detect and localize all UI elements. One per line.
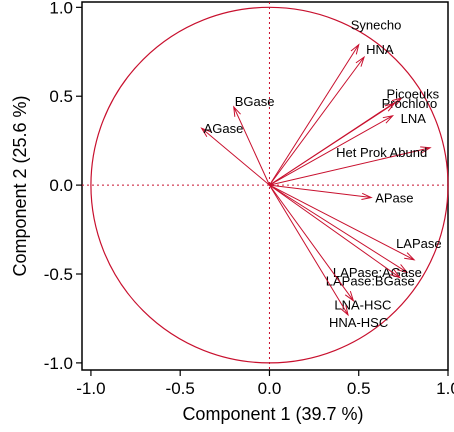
vector-lna: LNA xyxy=(269,111,427,186)
vector-label: Synecho xyxy=(351,18,402,33)
y-axis: -1.0 -0.5 0.0 0.5 1.0 xyxy=(44,0,82,373)
vector-arrowhead xyxy=(391,97,403,107)
vector-line xyxy=(269,115,393,186)
vector-label: HNA xyxy=(366,42,394,57)
vector-picoeuks: Picoeuks xyxy=(269,86,440,186)
vector-arrowhead xyxy=(420,146,432,154)
vector-line xyxy=(269,102,395,186)
vector-line xyxy=(269,56,365,186)
vector-agase: AGase xyxy=(200,121,270,186)
vector-line xyxy=(201,127,270,186)
vector-arrowhead xyxy=(361,192,373,201)
vector-hna-hsc: HNA-HSC xyxy=(269,184,388,330)
vector-lapase: LAPase xyxy=(269,184,442,261)
y-tick-label: 1.0 xyxy=(49,0,73,17)
vector-line xyxy=(269,184,349,316)
vector-label: LNA-HSC xyxy=(334,298,391,313)
vector-label: BGase xyxy=(235,94,275,109)
vector-arrowhead xyxy=(350,43,360,55)
vector-label: Het Prok Abund xyxy=(336,145,427,160)
x-axis: -1.0 -0.5 0.0 0.5 1.0 xyxy=(76,370,454,398)
vector-hna: HNA xyxy=(269,42,394,186)
vector-arrowhead xyxy=(200,127,212,137)
vector-arrowhead xyxy=(404,252,416,261)
vector-lapase-bgase: LAPase:BGase xyxy=(269,184,415,289)
vector-line xyxy=(269,184,401,278)
vector-label: APase xyxy=(375,191,413,206)
vector-line xyxy=(269,184,372,199)
vector-arrowhead xyxy=(340,305,349,317)
vector-arrowhead xyxy=(355,55,366,67)
vector-label: Prochloro xyxy=(382,96,438,111)
vector-label: HNA-HSC xyxy=(329,315,388,330)
y-tick-label: -0.5 xyxy=(44,265,73,284)
y-axis-title: Component 2 (25.6 %) xyxy=(10,95,30,276)
y-tick-label: 0.5 xyxy=(49,87,73,106)
vector-arrowhead xyxy=(390,269,402,279)
x-tick-label: 0.5 xyxy=(347,379,371,398)
vector-apase: APase xyxy=(269,184,414,206)
vector-line xyxy=(269,184,408,273)
vector-prochloro: Prochloro xyxy=(269,96,438,186)
vector-label: AGase xyxy=(204,121,244,136)
vector-label: LNA xyxy=(401,111,427,126)
vector-het-prok-abund: Het Prok Abund xyxy=(269,145,432,186)
y-tick-label: 0.0 xyxy=(49,176,73,195)
x-tick-label: -0.5 xyxy=(166,379,195,398)
x-tick-label: -1.0 xyxy=(76,379,105,398)
vector-bgase: BGase xyxy=(233,94,275,186)
vector-arrowhead xyxy=(384,102,396,112)
vector-lna-hsc: LNA-HSC xyxy=(269,184,391,313)
vector-line xyxy=(233,106,270,186)
vector-label: Picoeuks xyxy=(386,86,439,101)
vector-line xyxy=(269,147,431,186)
vector-label: LAPase:BGase xyxy=(326,274,415,289)
x-tick-label: 1.0 xyxy=(436,379,454,398)
x-axis-title: Component 1 (39.7 %) xyxy=(182,404,363,424)
vector-arrowhead xyxy=(233,105,241,117)
x-tick-label: 0.0 xyxy=(258,379,282,398)
vector-line xyxy=(269,44,360,186)
vector-line xyxy=(269,184,354,301)
y-tick-label: -1.0 xyxy=(44,354,73,373)
vector-arrowhead xyxy=(397,264,409,274)
vector-label: LAPase xyxy=(396,236,442,251)
vector-arrowhead xyxy=(382,114,395,124)
vector-arrowhead xyxy=(344,290,355,302)
vector-line xyxy=(269,184,415,261)
vector-synecho: Synecho xyxy=(269,18,402,186)
